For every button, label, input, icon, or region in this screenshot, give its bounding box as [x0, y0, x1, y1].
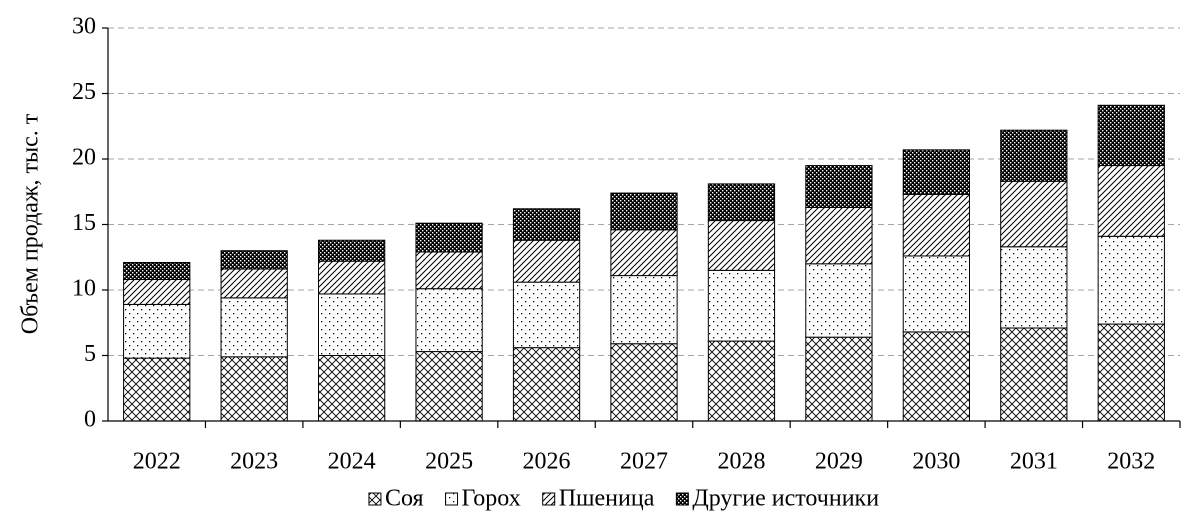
x-tick-label: 2026 — [523, 449, 571, 475]
bar-segment — [610, 229, 678, 277]
bar-segment — [1097, 323, 1165, 422]
bar-segment — [610, 275, 678, 345]
bar-segment — [318, 355, 386, 422]
y-tick-label: 0 — [84, 407, 96, 433]
x-tick-label: 2023 — [230, 449, 278, 475]
legend-label: Соя — [385, 486, 424, 512]
bar-segment — [318, 293, 386, 356]
bar-segment — [805, 263, 873, 338]
y-tick-label: 20 — [72, 145, 96, 171]
bar-segment — [512, 281, 581, 349]
legend-swatch — [675, 492, 689, 506]
bar-segment — [1097, 165, 1165, 237]
bar-segment — [707, 183, 776, 222]
bar-segment — [220, 268, 288, 299]
bar-segment — [415, 251, 483, 290]
bar-segment — [512, 239, 581, 283]
bar-segment — [220, 297, 288, 358]
legend-swatch — [542, 492, 556, 506]
bar-segment — [902, 149, 970, 195]
bar-segment — [415, 222, 483, 253]
bar-segment — [805, 336, 873, 422]
bar-segment — [805, 206, 873, 265]
bar-segment — [512, 347, 581, 422]
bar-segment — [805, 165, 873, 208]
y-axis-title: Объем продаж, тыс. т — [18, 113, 44, 334]
x-tick-label: 2032 — [1107, 449, 1155, 475]
bar-segment — [123, 357, 191, 422]
x-tick-label: 2028 — [717, 449, 765, 475]
bar-segment — [902, 331, 970, 422]
bar-segment — [1000, 129, 1068, 182]
bar-segment — [707, 340, 776, 422]
bar-segment — [415, 351, 483, 422]
bar-segment — [415, 288, 483, 353]
x-tick-label: 2025 — [425, 449, 473, 475]
x-tick-label: 2027 — [620, 449, 668, 475]
bar-segment — [123, 279, 191, 305]
legend-label: Другие источники — [692, 486, 879, 512]
x-tick-label: 2031 — [1010, 449, 1058, 475]
bar-segment — [318, 239, 386, 262]
bar-segment — [902, 255, 970, 333]
bar-segment — [1097, 235, 1165, 325]
bar-segment — [220, 250, 288, 270]
bar-segment — [610, 192, 678, 231]
legend-label: Горох — [462, 486, 521, 512]
bar-segment — [1000, 246, 1068, 329]
legend-label: Пшеница — [559, 486, 655, 512]
bar-segment — [123, 303, 191, 359]
bar-segment — [1000, 327, 1068, 422]
bar-segment — [318, 260, 386, 295]
x-tick-label: 2024 — [328, 449, 376, 475]
bar-segment — [1097, 104, 1165, 167]
y-tick-label: 30 — [72, 14, 96, 40]
bar-segment — [902, 193, 970, 257]
bar-segment — [707, 220, 776, 271]
bar-segment — [220, 356, 288, 422]
bar-segment — [707, 269, 776, 342]
legend-swatch — [368, 492, 382, 506]
x-tick-label: 2030 — [912, 449, 960, 475]
bar-segment — [123, 261, 191, 281]
legend-swatch — [445, 492, 459, 506]
y-tick-label: 5 — [84, 341, 96, 367]
x-tick-label: 2022 — [133, 449, 181, 475]
bar-segment — [610, 343, 678, 422]
bar-segment — [512, 208, 581, 241]
y-tick-label: 10 — [72, 276, 96, 302]
y-tick-label: 15 — [72, 210, 96, 236]
y-tick-label: 25 — [72, 79, 96, 105]
x-tick-label: 2029 — [815, 449, 863, 475]
bar-segment — [1000, 180, 1068, 248]
